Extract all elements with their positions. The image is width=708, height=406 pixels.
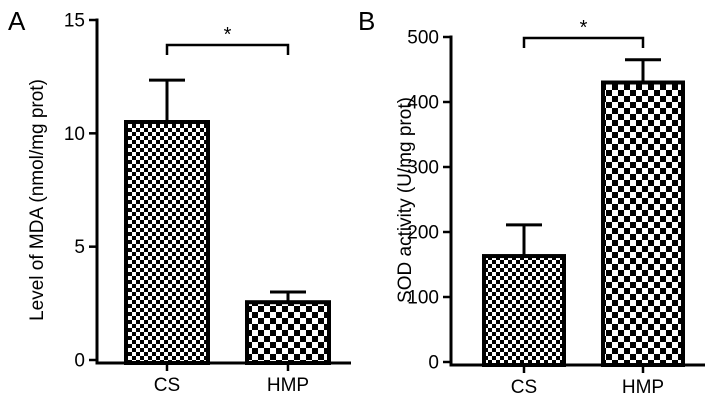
y-tick-label: 300 xyxy=(407,158,439,179)
y-axis-title: SOD activity (U/mg prot) xyxy=(395,97,416,303)
x-tick-label: CS xyxy=(511,377,537,398)
panel-b: B SOD activity (U/mg prot) 0 100 200 300 400… xyxy=(358,6,705,398)
y-tick-label: 5 xyxy=(74,237,85,258)
bar-hmp xyxy=(245,300,331,366)
y-tick-label: 0 xyxy=(428,353,439,374)
bar-hmp xyxy=(601,80,685,367)
panel-letter: B xyxy=(358,6,375,36)
panel-letter: A xyxy=(8,6,26,36)
y-tick-label: 500 xyxy=(407,28,439,49)
x-tick-label: CS xyxy=(154,375,180,396)
y-tick-label: 0 xyxy=(74,351,85,372)
significance-bracket xyxy=(522,36,645,48)
y-tick-label: 200 xyxy=(407,223,439,244)
significance-bracket xyxy=(165,43,290,55)
x-tick-label: HMP xyxy=(622,377,664,398)
y-axis-title: Level of MDA (nmol/mg prot) xyxy=(27,79,48,321)
y-tick-label: 10 xyxy=(64,124,85,145)
bar-cs xyxy=(482,254,566,367)
y-tick-label: 15 xyxy=(64,11,85,32)
bar-cs xyxy=(124,120,210,365)
significance-label: * xyxy=(224,24,232,46)
y-tick-label: 100 xyxy=(407,288,439,309)
y-tick-label: 400 xyxy=(407,93,439,114)
significance-label: * xyxy=(580,17,588,39)
x-tick-label: HMP xyxy=(267,375,309,396)
panel-a: A Level of MDA (nmol/mg prot) 0 5 10 15 CS HM… xyxy=(8,6,351,396)
